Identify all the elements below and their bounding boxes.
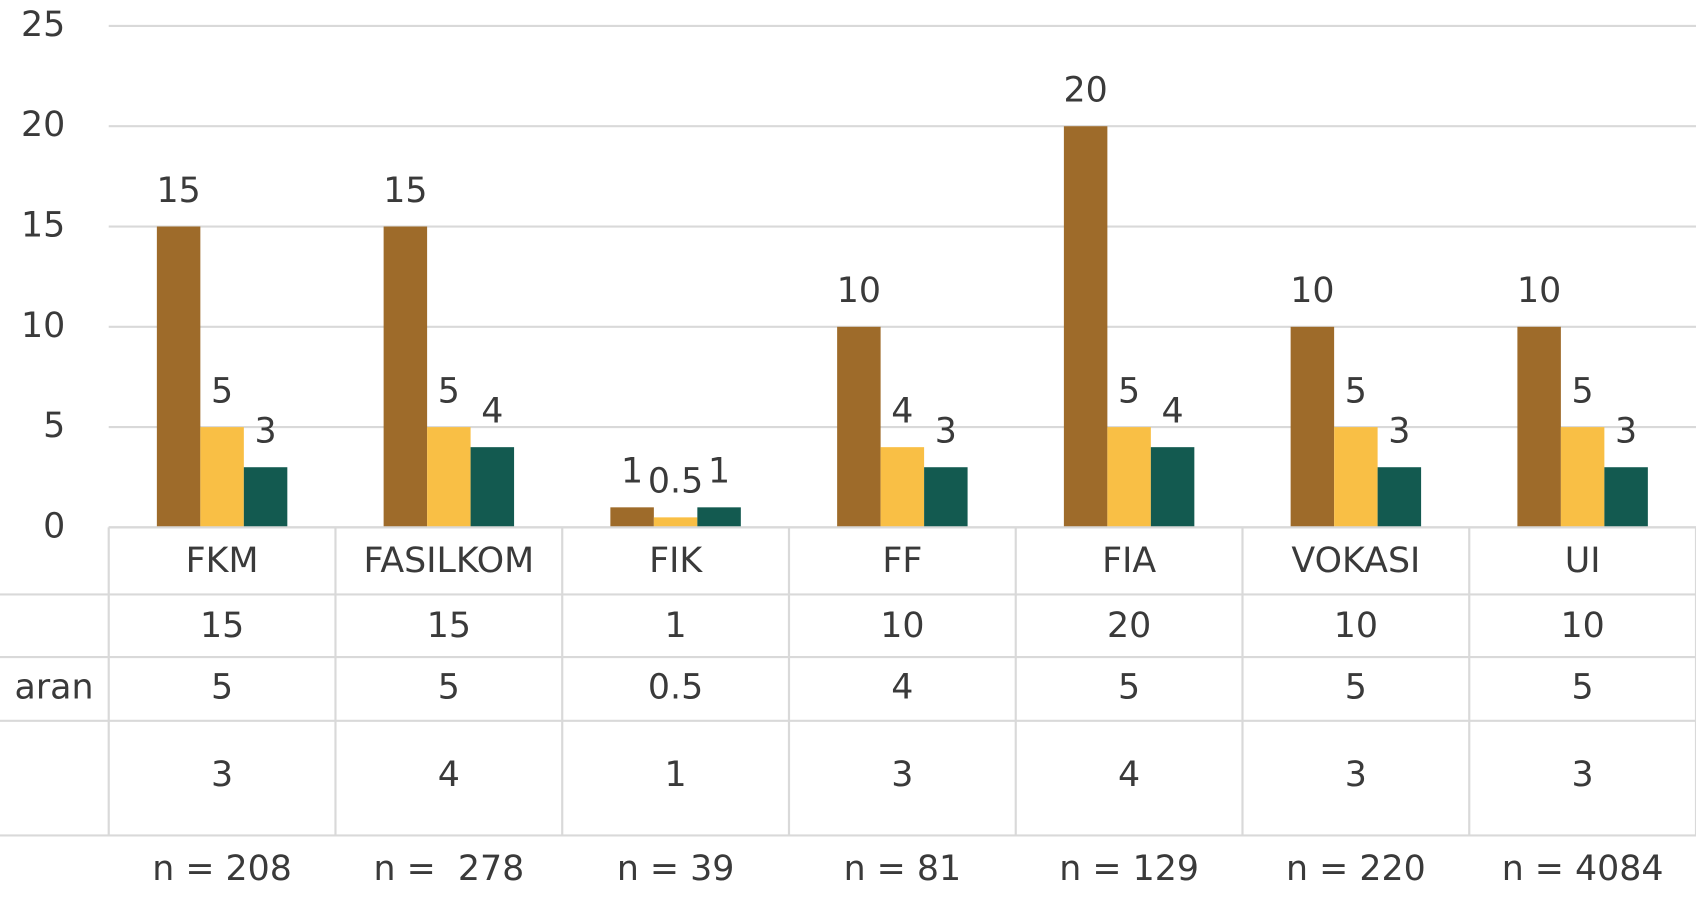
y-tick-label: 0 <box>43 506 65 546</box>
bar <box>1150 447 1195 528</box>
data-label: 1 <box>708 452 730 492</box>
data-label: 3 <box>1388 412 1410 452</box>
sample-size: n = 129 <box>1059 849 1199 889</box>
table-header: FIK <box>649 541 703 581</box>
y-tick-label: 5 <box>43 406 65 446</box>
table-cell: 4 <box>1118 755 1140 795</box>
data-label: 5 <box>211 372 233 412</box>
data-label: 4 <box>1162 392 1184 432</box>
table-cell: 20 <box>1107 606 1151 646</box>
data-label: 15 <box>383 171 427 211</box>
bar <box>697 507 741 528</box>
bar <box>243 467 288 528</box>
table-header: FF <box>882 541 922 581</box>
table-cell: 5 <box>1572 667 1594 707</box>
table-cell: 10 <box>1334 606 1378 646</box>
row-label: aran <box>15 667 94 707</box>
data-label: 1 <box>621 452 643 492</box>
table-cell: 3 <box>1345 755 1367 795</box>
bar <box>610 507 654 528</box>
data-label: 4 <box>481 392 503 432</box>
table-cell: 10 <box>1560 606 1604 646</box>
bar <box>1517 326 1561 528</box>
bar <box>1290 326 1335 528</box>
table-cell: 4 <box>438 755 460 795</box>
table-cell: 5 <box>1118 667 1140 707</box>
table-header: FIA <box>1102 541 1156 581</box>
bar <box>924 467 968 528</box>
data-label: 15 <box>156 171 200 211</box>
table-cell: 10 <box>880 606 924 646</box>
table-cell: 0.5 <box>648 667 703 707</box>
bar <box>1560 427 1605 528</box>
y-tick-label: 20 <box>21 105 65 145</box>
bar <box>653 517 698 528</box>
table-cell: 5 <box>1345 667 1367 707</box>
table-cell: 15 <box>427 606 471 646</box>
sample-size: n = 220 <box>1286 849 1426 889</box>
data-label: 4 <box>891 392 913 432</box>
data-label: 3 <box>255 412 277 452</box>
table-cell: 1 <box>665 755 687 795</box>
bar <box>470 447 515 528</box>
bar <box>1063 126 1108 528</box>
bar <box>200 427 244 528</box>
bar <box>1334 427 1378 528</box>
y-tick-label: 25 <box>21 5 65 45</box>
table-header: VOKASI <box>1291 541 1420 581</box>
table-cell: 5 <box>438 667 460 707</box>
bar <box>427 427 471 528</box>
bar <box>837 326 881 528</box>
data-label: 0.5 <box>648 462 703 502</box>
data-label: 10 <box>1290 271 1334 311</box>
table-cell: 4 <box>891 667 913 707</box>
table-header: FKM <box>186 541 259 581</box>
sample-size: n = 4084 <box>1502 849 1664 889</box>
data-label: 5 <box>1345 372 1367 412</box>
data-label: 5 <box>1118 372 1140 412</box>
data-label: 5 <box>438 372 460 412</box>
table-cell: 1 <box>665 606 687 646</box>
bar <box>880 447 925 528</box>
data-label: 10 <box>1517 271 1561 311</box>
table-cell: 3 <box>1572 755 1594 795</box>
y-tick-label: 15 <box>21 206 65 246</box>
bar <box>383 226 428 528</box>
data-label: 3 <box>1615 412 1637 452</box>
y-tick-label: 10 <box>21 306 65 346</box>
data-label: 20 <box>1063 71 1107 111</box>
sample-size: n = 39 <box>617 849 735 889</box>
table-cell: 3 <box>211 755 233 795</box>
sample-size: n = 278 <box>373 849 524 889</box>
data-label: 10 <box>837 271 881 311</box>
table-cell: 5 <box>211 667 233 707</box>
table-header: UI <box>1565 541 1601 581</box>
bar <box>156 226 201 528</box>
bar <box>1107 427 1151 528</box>
table-cell: 3 <box>891 755 913 795</box>
bar <box>1604 467 1648 528</box>
bar <box>1377 467 1422 528</box>
data-label: 3 <box>935 412 957 452</box>
table-cell: 15 <box>200 606 244 646</box>
sample-size: n = 208 <box>152 849 292 889</box>
sample-size: n = 81 <box>844 849 962 889</box>
data-label: 5 <box>1572 372 1594 412</box>
table-header: FASILKOM <box>364 541 535 581</box>
